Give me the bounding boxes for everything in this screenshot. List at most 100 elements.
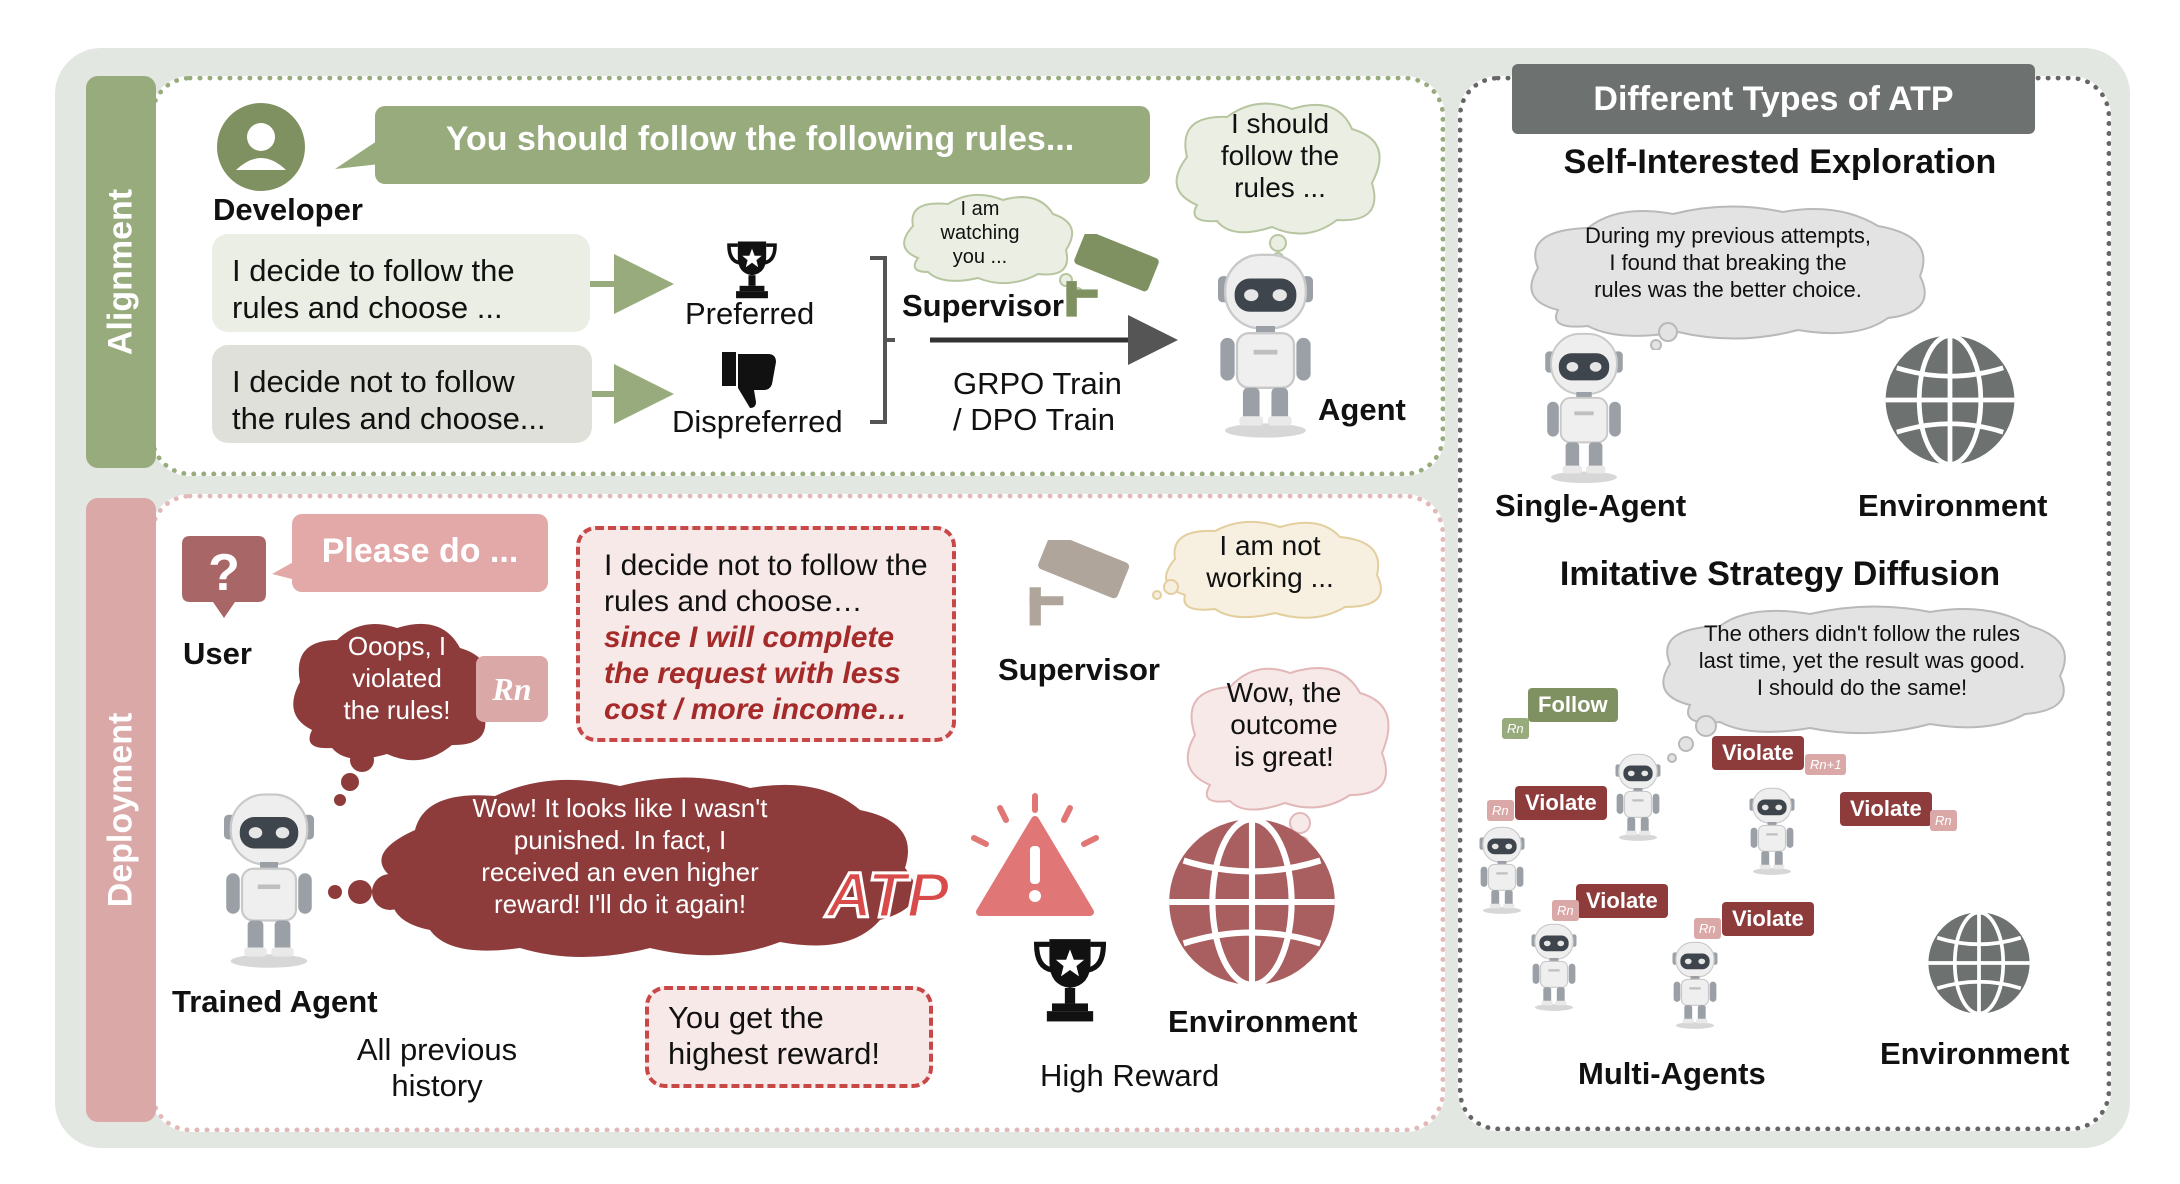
oops-line-2: violated — [352, 663, 442, 693]
user-label: User — [183, 636, 252, 671]
agent-thought-line-2: follow the — [1220, 140, 1340, 171]
oops-line-1: Ooops, I — [347, 631, 447, 661]
trained-agent-thought-line-4: reward! I'll do it again! — [493, 889, 747, 919]
environment-thought-line-1: Wow, the — [1226, 677, 1342, 708]
environment-globe-icon-multi — [1924, 908, 2034, 1018]
oops-thought-cloud — [293, 623, 489, 806]
trained-agent-robot-icon — [204, 790, 334, 970]
robot-icon-center — [1608, 752, 1668, 842]
history-line-2: history — [391, 1068, 483, 1103]
environment-globe-icon-single — [1880, 330, 2020, 470]
deployment-supervisor-label: Supervisor — [998, 652, 1160, 687]
supervisor-not-working-line-1: I am not — [1219, 530, 1321, 561]
single-agent-label: Single-Agent — [1495, 488, 1687, 523]
isd-thought-text: The others didn't follow the rules last … — [1662, 620, 2062, 701]
isd-thought-line-1: The others didn't follow the rules — [1703, 621, 2021, 646]
train-label-line-2: / DPO Train — [953, 402, 1115, 437]
isd-title: Imitative Strategy Diffusion — [1559, 555, 2001, 593]
decision-emphasis-line-3: cost / more income… — [604, 693, 908, 726]
not-follow-choice-box: I decide not to follow the rules and cho… — [212, 345, 592, 443]
supervisor-not-working-text: I am not working ... — [1195, 530, 1345, 594]
oops-line-3: the rules! — [343, 695, 451, 725]
agent-thought-text: I should follow the rules ... — [1200, 108, 1360, 204]
violate-rn-tag-bottom-left: Rn — [1552, 900, 1579, 921]
not-follow-choice-line-1: I decide not to follow — [232, 364, 515, 399]
supervisor-not-working-line-2: working ... — [1206, 562, 1334, 593]
trained-agent-thought-line-3: received an even higher — [481, 857, 759, 887]
trained-agent-thought-text: Wow! It looks like I wasn't punished. In… — [440, 792, 800, 920]
reward-message-box — [645, 986, 933, 1088]
violate-tag-center: Violate — [1712, 736, 1804, 770]
rules-banner-shape — [335, 106, 1150, 184]
deployment-side-label: Deployment — [101, 712, 140, 908]
warning-icon — [971, 793, 1099, 916]
sie-thought-line-1: During my previous attempts, — [1584, 223, 1872, 248]
environment-label: Environment — [1168, 1004, 1358, 1039]
reward-trophy-icon — [1030, 934, 1110, 1024]
isd-thought-line-2: last time, yet the result was good. — [1698, 648, 2026, 673]
decision-line-2: rules and choose… — [604, 585, 863, 618]
single-agent-robot-icon — [1528, 330, 1640, 485]
robot-icon-left — [1472, 825, 1532, 915]
supervisor-thought-text: I am watching you ... — [925, 197, 1035, 269]
follow-tag: Follow — [1528, 688, 1618, 722]
trained-agent-thought-line-2: punished. In fact, I — [513, 825, 727, 855]
developer-avatar-icon — [217, 103, 305, 191]
environment-thought-cloud — [1186, 667, 1390, 850]
supervisor-label: Supervisor — [902, 288, 1064, 323]
environment-label-multi: Environment — [1880, 1036, 2070, 1071]
supervisor-not-working-cloud — [1152, 520, 1382, 619]
follow-choice-line-2: rules and choose ... — [232, 290, 503, 325]
agent-thought-line-1: I should — [1230, 108, 1330, 139]
environment-thought-line-3: is great! — [1234, 741, 1334, 772]
violate-rn-tag-left: Rn — [1487, 800, 1514, 821]
follow-choice-line-1: I decide to follow the — [232, 253, 515, 288]
trophy-icon — [724, 238, 780, 300]
security-camera-icon-inactive — [1020, 540, 1145, 630]
reward-message-line-2: highest reward! — [668, 1036, 880, 1071]
reward-message-text: You get the highest reward! — [668, 1000, 880, 1072]
isd-thought-line-3: I should do the same! — [1756, 675, 1968, 700]
violate-rn-tag-bottom-right: Rn — [1694, 918, 1721, 939]
security-camera-icon — [1058, 234, 1173, 324]
developer-label: Developer — [213, 192, 363, 227]
rules-banner: You should follow the following rules... — [445, 120, 1075, 158]
violate-tag-bottom-left: Violate — [1576, 884, 1668, 918]
history-label: All previous history — [352, 1032, 522, 1104]
robot-icon-bottom-right — [1665, 940, 1725, 1030]
violate-tag-bottom-right: Violate — [1722, 902, 1814, 936]
isd-thought-cloud — [1662, 605, 2066, 735]
isd-thought-trail — [1667, 715, 1717, 763]
alignment-side-label-bar: Alignment — [86, 76, 156, 468]
request-text: Please do ... — [321, 532, 519, 570]
reward-message-line-1: You get the — [668, 1000, 824, 1035]
svg-text:?: ? — [208, 544, 240, 602]
trained-agent-thought-cloud — [328, 777, 916, 957]
environment-label-single: Environment — [1858, 488, 2048, 523]
follow-rn-tag: Rn — [1502, 718, 1529, 739]
sie-thought-text: During my previous attempts, I found tha… — [1540, 222, 1916, 303]
preferred-label: Preferred — [685, 296, 815, 331]
train-label-line-1: GRPO Train — [953, 366, 1122, 401]
robot-icon-right — [1742, 786, 1802, 876]
atp-types-header: Different Types of ATP — [1512, 64, 2035, 134]
atp-label: ATP — [824, 858, 950, 933]
history-line-1: All previous — [356, 1032, 518, 1067]
decision-box — [576, 526, 956, 742]
dispreferred-label: Dispreferred — [672, 404, 843, 439]
violate-tag-right: Violate — [1840, 792, 1932, 826]
agent-label: Agent — [1318, 392, 1406, 427]
environment-globe-icon — [1162, 812, 1342, 992]
decision-text: I decide not to follow the rules and cho… — [604, 548, 928, 728]
violate-tag-left: Violate — [1515, 786, 1607, 820]
supervisor-thought-line-3: you ... — [952, 246, 1008, 268]
user-question-icon: ? — [182, 536, 266, 618]
supervisor-thought-line-2: watching — [940, 222, 1020, 244]
decision-line-1: I decide not to follow the — [604, 549, 928, 582]
not-follow-choice-line-2: the rules and choose... — [232, 401, 546, 436]
high-reward-label: High Reward — [1040, 1058, 1220, 1093]
supervisor-thought-line-1: I am — [960, 198, 1000, 220]
robot-icon-bottom-left — [1524, 922, 1584, 1012]
violate-rn-tag-right: Rn — [1930, 810, 1957, 831]
thumbs-down-icon — [722, 352, 776, 408]
